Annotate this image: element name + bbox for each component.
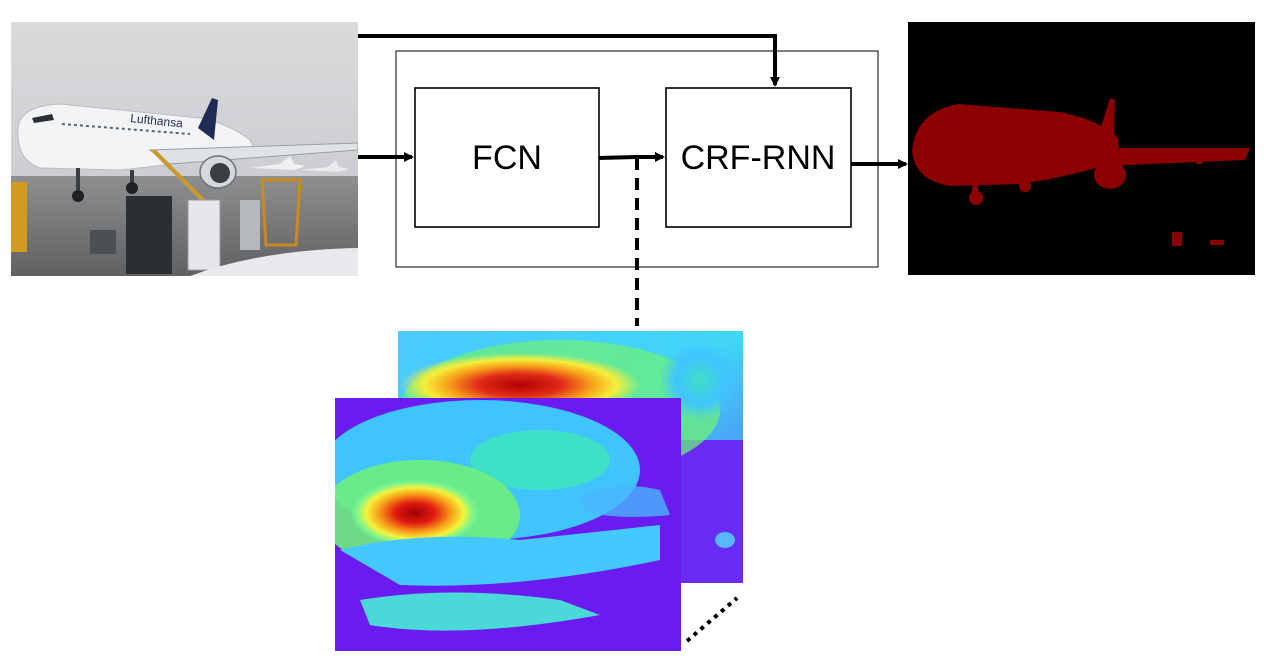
dotted-stack-continuation <box>685 596 739 643</box>
fcn-label: FCN <box>472 139 542 177</box>
input-airplane-image: Lufthansa <box>11 22 358 276</box>
crf-rnn-label: CRF-RNN <box>681 139 836 177</box>
arrow-input-skip-to-crf-rnn <box>358 34 780 87</box>
crf-rnn-block: CRF-RNN <box>665 87 852 228</box>
heatmap-front <box>335 398 681 651</box>
fcn-block: FCN <box>414 87 600 228</box>
svg-text:Lufthansa: Lufthansa <box>130 111 184 130</box>
arrow-fcn-to-crf-rnn <box>598 152 665 162</box>
segmentation-output-image <box>908 22 1255 275</box>
